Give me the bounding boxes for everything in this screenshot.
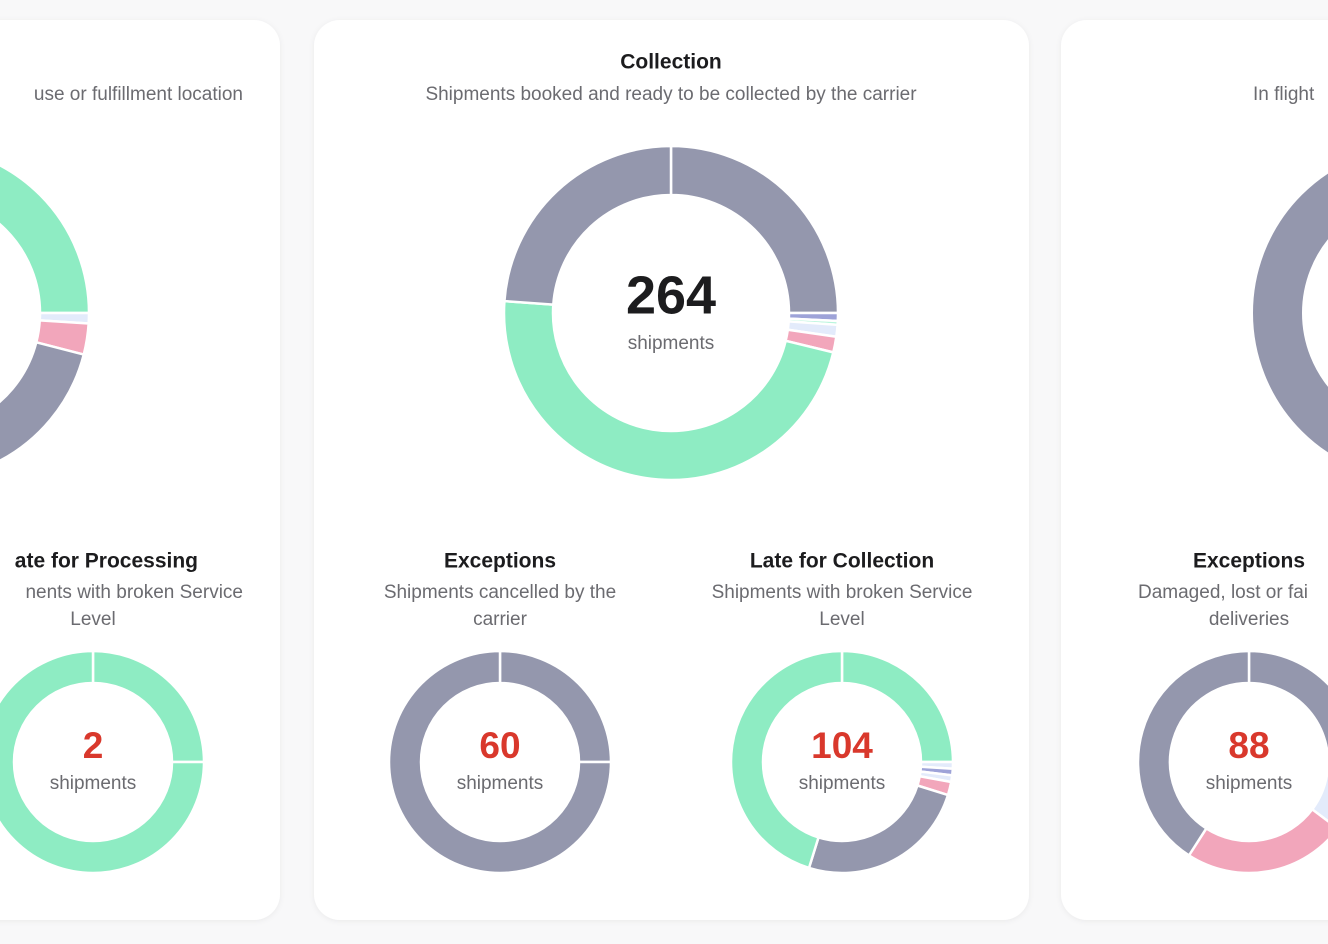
card-subtitle: Shipments cancelled by the <box>384 582 616 603</box>
card-subtitle: Level <box>70 609 115 630</box>
total-count: 264 <box>626 265 716 325</box>
card-subtitle: Shipments booked and ready to be collect… <box>425 84 917 105</box>
card <box>0 20 280 920</box>
card-title: Exceptions <box>1193 550 1305 573</box>
card-subtitle: Damaged, lost or fai <box>1138 582 1308 603</box>
donut-segment <box>1247 649 1328 775</box>
donut-segment <box>1136 649 1251 857</box>
card <box>1061 20 1328 920</box>
total-unit: shipments <box>50 773 137 794</box>
donut-segment <box>503 144 673 306</box>
donut-segment <box>0 341 86 462</box>
total-unit: shipments <box>628 333 715 354</box>
total-count: 2 <box>83 725 104 766</box>
card-title: Exceptions <box>444 550 556 573</box>
card-subtitle: In flight <box>1253 84 1315 105</box>
card-subtitle: carrier <box>473 609 528 630</box>
total-unit: shipments <box>457 773 544 794</box>
donut-segment <box>502 299 835 482</box>
total-unit: shipments <box>1206 773 1293 794</box>
total-count: 88 <box>1228 725 1269 766</box>
card-subtitle: deliveries <box>1209 609 1289 630</box>
card-subtitle: Shipments with broken Service <box>712 582 973 603</box>
card-subtitle: use or fulfillment location <box>34 84 243 105</box>
card-title: ate for Processing <box>15 550 198 573</box>
card-subtitle: Level <box>819 609 864 630</box>
donut-segment <box>1253 173 1328 453</box>
donut-segment <box>0 649 206 875</box>
donut-segment <box>387 649 613 875</box>
total-count: 60 <box>479 725 520 766</box>
total-count: 104 <box>811 725 873 766</box>
card-title: Collection <box>620 51 722 74</box>
card-subtitle: nents with broken Service <box>25 582 243 603</box>
charts: use or fulfillment location Collection Shi… <box>0 51 1328 875</box>
card-title: Late for Collection <box>750 550 934 573</box>
donut-segment <box>729 649 844 870</box>
total-unit: shipments <box>799 773 886 794</box>
